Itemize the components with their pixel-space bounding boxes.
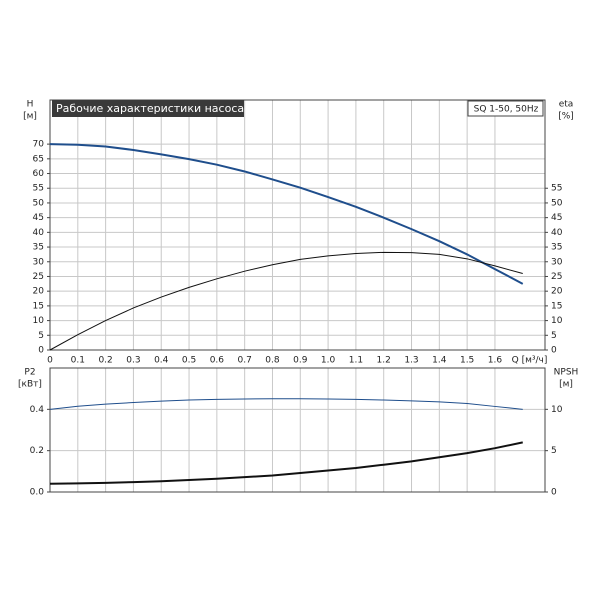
x-tick-label: 1.4 xyxy=(432,356,447,366)
y2-tick-label: 10 xyxy=(551,405,563,415)
y-tick-label: 60 xyxy=(33,169,45,179)
y-tick-label: 10 xyxy=(33,316,45,326)
y-tick-label: 0.4 xyxy=(30,405,45,415)
y2-axis-label: eta xyxy=(559,100,574,110)
chart-subtitle: SQ 1-50, 50Hz xyxy=(474,105,539,115)
y-tick-label: 30 xyxy=(33,257,45,267)
y2-axis-unit: [%] xyxy=(558,112,574,122)
curve xyxy=(49,441,523,485)
y-tick-label: 0 xyxy=(38,346,44,356)
y-tick-label: 55 xyxy=(33,184,44,194)
y-tick-label: 25 xyxy=(33,272,44,282)
y2-tick-label: 35 xyxy=(551,243,562,253)
plot-frame xyxy=(49,367,546,493)
y-tick-label: 0.2 xyxy=(30,446,44,456)
y2-tick-label: 15 xyxy=(551,301,562,311)
x-tick-label: 1.2 xyxy=(377,356,391,366)
x-tick-label: 0.5 xyxy=(182,356,196,366)
y-axis-label: P2 xyxy=(24,368,35,378)
x-tick-label: 0.3 xyxy=(126,356,140,366)
x-tick-label: 0 xyxy=(47,356,53,366)
x-tick-label: 0.9 xyxy=(293,356,308,366)
y-tick-label: 0.0 xyxy=(30,488,45,498)
y2-tick-label: 20 xyxy=(551,287,563,297)
y-axis-unit: [м] xyxy=(23,112,37,122)
y-tick-label: 5 xyxy=(38,331,44,341)
y-tick-label: 65 xyxy=(33,154,44,164)
y-tick-label: 50 xyxy=(33,198,45,208)
curve xyxy=(49,398,523,410)
y2-tick-label: 10 xyxy=(551,316,563,326)
y-tick-label: 20 xyxy=(33,287,45,297)
y2-tick-label: 45 xyxy=(551,213,562,223)
x-tick-label: 1.6 xyxy=(488,356,503,366)
y-tick-label: 40 xyxy=(33,228,45,238)
x-tick-label: 0.7 xyxy=(237,356,251,366)
y2-tick-label: 55 xyxy=(551,184,562,194)
y2-tick-label: 40 xyxy=(551,228,563,238)
x-tick-label: 0.2 xyxy=(98,356,112,366)
x-tick-label: 1.5 xyxy=(460,356,474,366)
y2-axis-label: NPSH xyxy=(554,368,579,378)
x-axis-label: Q [м³/ч] xyxy=(512,356,548,366)
y-axis-label: H xyxy=(27,100,34,110)
y-tick-label: 35 xyxy=(33,243,44,253)
y2-tick-label: 25 xyxy=(551,272,562,282)
x-tick-label: 1.1 xyxy=(349,356,363,366)
chart-title: Рабочие характеристики насоса xyxy=(56,102,244,115)
y2-tick-label: 30 xyxy=(551,257,563,267)
plot-frame xyxy=(49,99,546,351)
curve xyxy=(49,143,524,285)
x-tick-label: 0.1 xyxy=(71,356,85,366)
title-box xyxy=(52,100,244,117)
x-tick-label: 1.3 xyxy=(404,356,418,366)
y-tick-label: 45 xyxy=(33,213,44,223)
x-tick-label: 1.0 xyxy=(321,356,336,366)
subtitle-box xyxy=(467,100,544,117)
curve xyxy=(49,251,523,351)
y2-tick-label: 0 xyxy=(551,346,557,356)
x-tick-label: 0.4 xyxy=(154,356,169,366)
y2-tick-label: 5 xyxy=(551,331,557,341)
y-tick-label: 70 xyxy=(33,140,45,150)
y2-axis-unit: [м] xyxy=(559,380,573,390)
y-tick-label: 15 xyxy=(33,301,44,311)
y2-tick-label: 5 xyxy=(551,446,557,456)
x-tick-label: 0.6 xyxy=(210,356,225,366)
y-axis-unit: [кВт] xyxy=(18,380,42,390)
y2-tick-label: 50 xyxy=(551,198,563,208)
x-tick-label: 0.8 xyxy=(265,356,280,366)
y2-tick-label: 0 xyxy=(551,488,557,498)
